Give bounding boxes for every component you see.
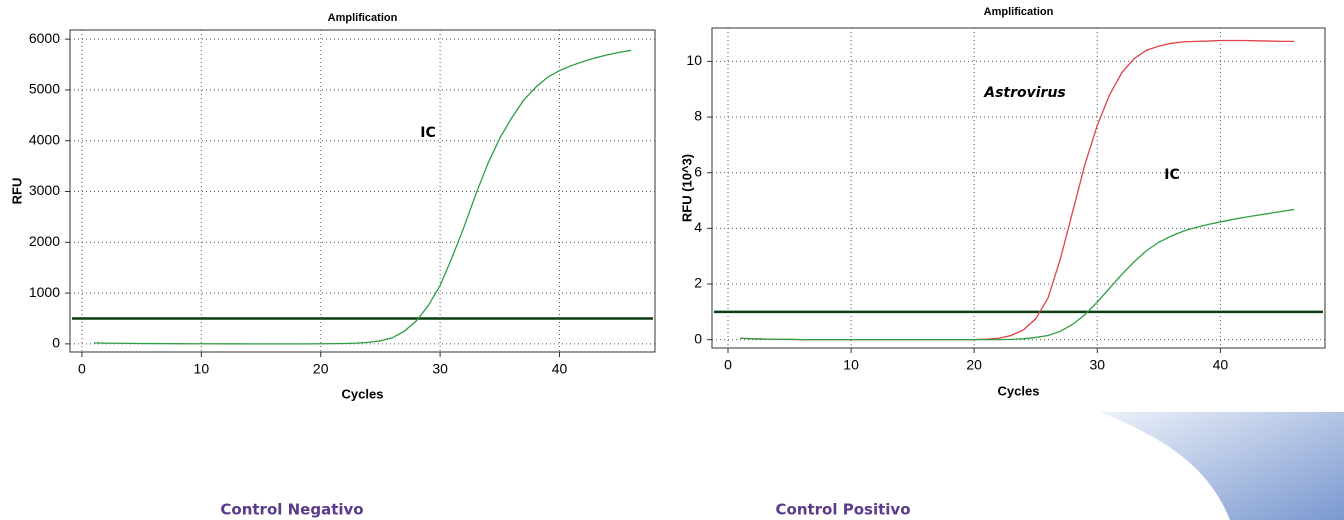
- y-tick-label: 6: [694, 163, 702, 179]
- x-tick-label: 40: [552, 361, 568, 377]
- y-tick-label: 0: [694, 330, 702, 346]
- series-line: [740, 208, 1295, 341]
- series-label: Astrovirus: [983, 85, 1066, 101]
- plot-area: [711, 27, 1326, 349]
- y-tick-label: 10: [686, 52, 702, 68]
- x-axis-label: Cycles: [342, 386, 384, 401]
- decoration: [1100, 412, 1344, 520]
- x-tick-label: 20: [966, 357, 982, 373]
- plot-area: [69, 29, 656, 353]
- chart-title: Amplification: [328, 12, 398, 24]
- series-line: [93, 49, 632, 345]
- y-tick-label: 2: [694, 275, 702, 291]
- x-axis-label: Cycles: [998, 383, 1040, 398]
- x-tick-label: 0: [78, 361, 86, 377]
- y-tick-label: 2000: [29, 233, 60, 249]
- y-tick-label: 8: [694, 108, 702, 124]
- x-tick-label: 10: [194, 361, 210, 377]
- x-tick-label: 40: [1213, 357, 1229, 373]
- x-tick-label: 30: [1089, 357, 1105, 373]
- x-tick-label: 30: [432, 361, 448, 377]
- y-tick-label: 3000: [29, 182, 60, 198]
- y-tick-label: 4: [694, 219, 702, 235]
- x-tick-label: 10: [843, 357, 859, 373]
- y-tick-label: 0: [52, 335, 60, 351]
- chart-title: Amplification: [984, 6, 1054, 18]
- caption: Control Positivo: [776, 501, 911, 519]
- x-tick-label: 0: [724, 357, 732, 373]
- y-tick-label: 5000: [29, 81, 60, 97]
- y-tick-label: 4000: [29, 131, 60, 147]
- y-axis-label: RFU: [9, 178, 24, 205]
- y-tick-label: 1000: [29, 284, 60, 300]
- caption: Control Negativo: [220, 501, 363, 519]
- series-label: IC: [420, 125, 435, 141]
- series-label: IC: [1164, 167, 1179, 183]
- y-axis-label: RFU (10^3): [679, 154, 694, 222]
- x-tick-label: 20: [313, 361, 329, 377]
- y-tick-label: 6000: [29, 30, 60, 46]
